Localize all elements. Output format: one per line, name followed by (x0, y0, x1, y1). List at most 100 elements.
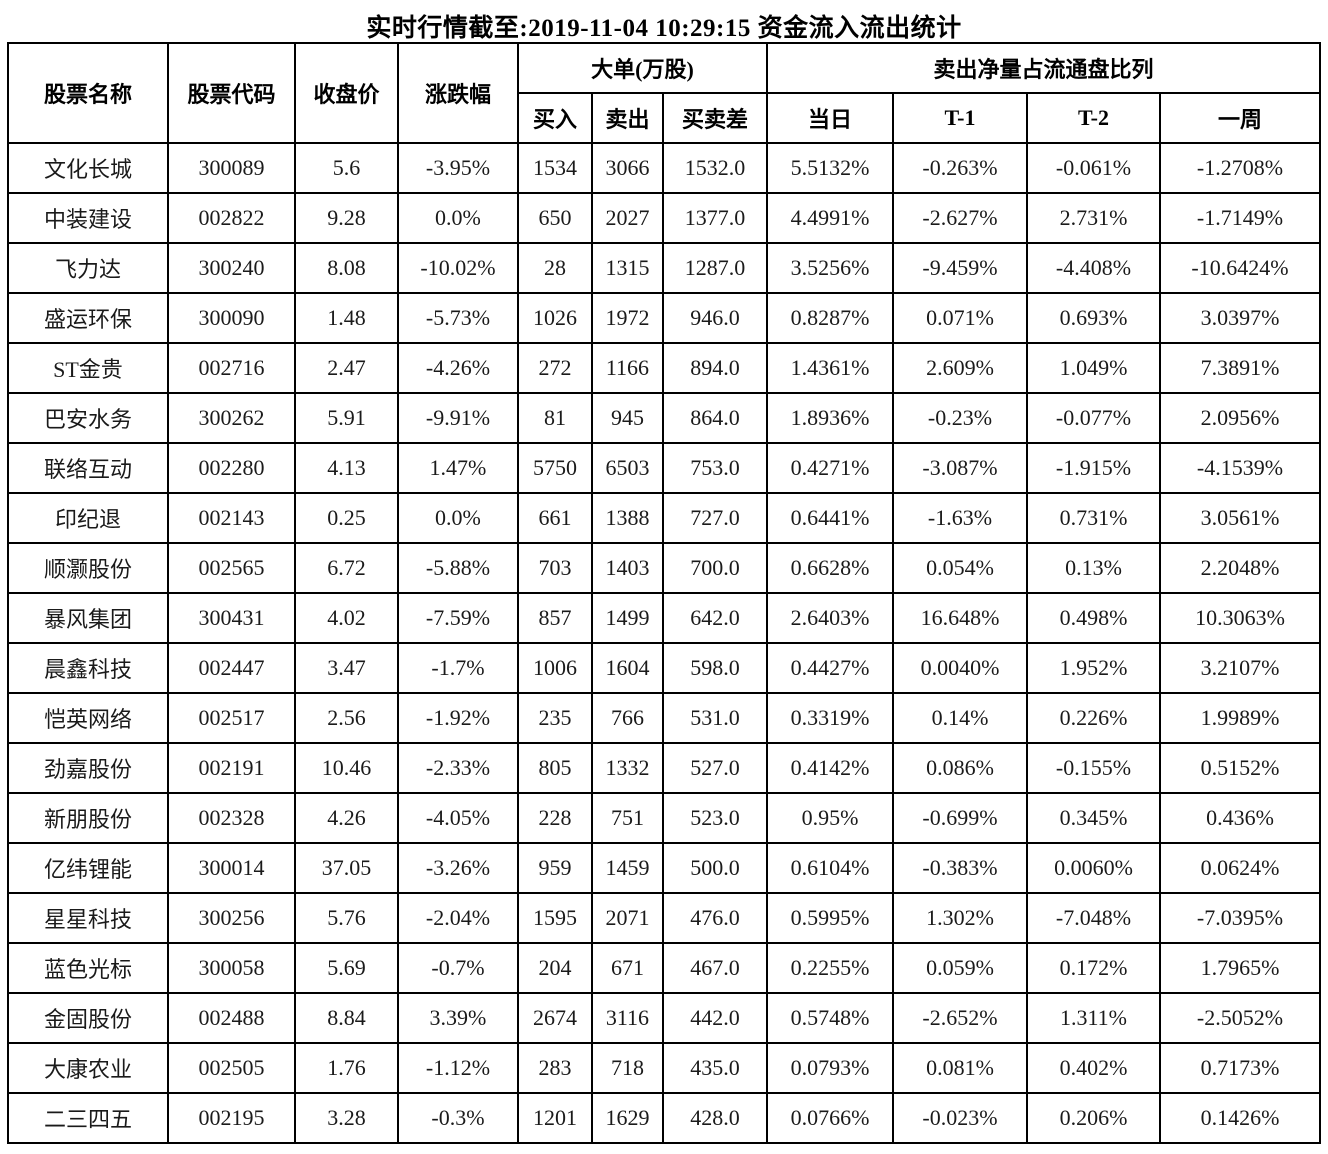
net-sell-week-cell: -7.0395% (1158, 892, 1322, 944)
stock-code-cell: 300090 (166, 292, 296, 344)
stock-name-cell: 二三四五 (6, 1092, 169, 1144)
buy-sell-diff-cell: 500.0 (661, 842, 769, 894)
change-percent-cell: -0.7% (396, 942, 519, 994)
close-price-cell: 0.25 (293, 492, 399, 544)
net-sell-t1-cell: -3.087% (892, 442, 1028, 494)
table-row: 星星科技 300256 5.76 -2.04% 1595 2071 476.0 0.5995%… (6, 892, 1322, 944)
table-row: 飞力达 300240 8.08 -10.02% 28 1315 1287.0 3.5256% -… (6, 242, 1322, 294)
net-sell-t2-cell: -1.915% (1026, 442, 1161, 494)
stock-code-cell: 002191 (166, 742, 296, 794)
close-price-cell: 3.28 (293, 1092, 399, 1144)
net-sell-t1-cell: 0.14% (892, 692, 1028, 744)
big-order-buy-cell: 1006 (516, 642, 593, 694)
header-group-net-sell: 卖出净量占流通盘比列 (765, 42, 1322, 94)
header-week: 一周 (1158, 92, 1322, 144)
change-percent-cell: -0.3% (396, 1092, 519, 1144)
change-percent-cell: -1.12% (396, 1042, 519, 1094)
buy-sell-diff-cell: 1532.0 (661, 142, 769, 194)
change-percent-cell: -2.04% (396, 892, 519, 944)
table-row: 蓝色光标 300058 5.69 -0.7% 204 671 467.0 0.2255% 0.0… (6, 942, 1322, 994)
net-sell-t2-cell: 2.731% (1026, 192, 1161, 244)
table-row: 晨鑫科技 002447 3.47 -1.7% 1006 1604 598.0 0.4427% 0… (6, 642, 1322, 694)
big-order-buy-cell: 235 (516, 692, 593, 744)
net-sell-day-cell: 0.4271% (766, 442, 894, 494)
net-sell-week-cell: -1.2708% (1158, 142, 1322, 194)
header-change-percent: 涨跌幅 (396, 42, 519, 144)
close-price-cell: 1.76 (293, 1042, 399, 1094)
change-percent-cell: 1.47% (396, 442, 519, 494)
net-sell-t2-cell: 0.13% (1026, 542, 1161, 594)
buy-sell-diff-cell: 442.0 (661, 992, 769, 1044)
header-group-big-order: 大单(万股) (516, 42, 769, 94)
stock-code-cell: 300431 (166, 592, 296, 644)
big-order-sell-cell: 1332 (590, 742, 664, 794)
net-sell-t1-cell: -0.263% (892, 142, 1028, 194)
stock-table: 股票名称 股票代码 收盘价 涨跌幅 大单(万股) 卖出净量占流通盘比列 买入 卖… (6, 42, 1322, 1144)
change-percent-cell: -1.92% (396, 692, 519, 744)
buy-sell-diff-cell: 864.0 (661, 392, 769, 444)
buy-sell-diff-cell: 946.0 (661, 292, 769, 344)
net-sell-day-cell: 0.0766% (766, 1092, 894, 1144)
stock-code-cell: 300262 (166, 392, 296, 444)
net-sell-day-cell: 0.3319% (766, 692, 894, 744)
big-order-buy-cell: 204 (516, 942, 593, 994)
net-sell-t2-cell: -4.408% (1026, 242, 1161, 294)
big-order-sell-cell: 1403 (590, 542, 664, 594)
change-percent-cell: -2.33% (396, 742, 519, 794)
net-sell-t2-cell: 0.0060% (1026, 842, 1161, 894)
close-price-cell: 5.91 (293, 392, 399, 444)
net-sell-t1-cell: -2.652% (892, 992, 1028, 1044)
stock-name-cell: 大康农业 (6, 1042, 169, 1094)
net-sell-day-cell: 0.8287% (766, 292, 894, 344)
change-percent-cell: -5.73% (396, 292, 519, 344)
net-sell-week-cell: 0.1426% (1158, 1092, 1322, 1144)
net-sell-t1-cell: 16.648% (892, 592, 1028, 644)
big-order-sell-cell: 2027 (590, 192, 664, 244)
big-order-sell-cell: 1604 (590, 642, 664, 694)
stock-name-cell: 蓝色光标 (6, 942, 169, 994)
net-sell-t2-cell: 1.049% (1026, 342, 1161, 394)
big-order-sell-cell: 3066 (590, 142, 664, 194)
header-row-subcolumns: 买入 卖出 买卖差 当日 T-1 T-2 一周 (8, 92, 1322, 144)
stock-name-cell: 联络互动 (6, 442, 169, 494)
net-sell-t1-cell: -0.699% (892, 792, 1028, 844)
change-percent-cell: -7.59% (396, 592, 519, 644)
big-order-buy-cell: 28 (516, 242, 593, 294)
close-price-cell: 5.69 (293, 942, 399, 994)
table-row: 中装建设 002822 9.28 0.0% 650 2027 1377.0 4.4991% -2… (6, 192, 1322, 244)
table-row: 恺英网络 002517 2.56 -1.92% 235 766 531.0 0.3319% 0.… (6, 692, 1322, 744)
net-sell-t2-cell: 0.206% (1026, 1092, 1161, 1144)
stock-code-cell: 300089 (166, 142, 296, 194)
stock-name-cell: 文化长城 (6, 142, 169, 194)
net-sell-week-cell: 0.0624% (1158, 842, 1322, 894)
stock-name-cell: 中装建设 (6, 192, 169, 244)
stock-code-cell: 002517 (166, 692, 296, 744)
table-row: 印纪退 002143 0.25 0.0% 661 1388 727.0 0.6441% -1.6… (6, 492, 1322, 544)
table-row: 二三四五 002195 3.28 -0.3% 1201 1629 428.0 0.0766% -… (6, 1092, 1322, 1144)
close-price-cell: 37.05 (293, 842, 399, 894)
table-row: 盛运环保 300090 1.48 -5.73% 1026 1972 946.0 0.8287%… (6, 292, 1322, 344)
net-sell-week-cell: 10.3063% (1158, 592, 1322, 644)
header-buy: 买入 (516, 92, 593, 144)
table-body: 文化长城 300089 5.6 -3.95% 1534 3066 1532.0 5.5132%… (6, 142, 1322, 1144)
net-sell-t1-cell: 2.609% (892, 342, 1028, 394)
change-percent-cell: -3.95% (396, 142, 519, 194)
net-sell-t1-cell: -1.63% (892, 492, 1028, 544)
big-order-buy-cell: 2674 (516, 992, 593, 1044)
buy-sell-diff-cell: 467.0 (661, 942, 769, 994)
close-price-cell: 2.56 (293, 692, 399, 744)
header-stock-name: 股票名称 (6, 42, 169, 144)
close-price-cell: 5.76 (293, 892, 399, 944)
big-order-sell-cell: 671 (590, 942, 664, 994)
big-order-sell-cell: 1388 (590, 492, 664, 544)
net-sell-t2-cell: 1.311% (1026, 992, 1161, 1044)
net-sell-t1-cell: 0.0040% (892, 642, 1028, 694)
net-sell-t1-cell: -0.023% (892, 1092, 1028, 1144)
buy-sell-diff-cell: 894.0 (661, 342, 769, 394)
stock-code-cell: 002328 (166, 792, 296, 844)
net-sell-day-cell: 4.4991% (766, 192, 894, 244)
net-sell-t1-cell: -9.459% (892, 242, 1028, 294)
big-order-buy-cell: 1201 (516, 1092, 593, 1144)
stock-name-cell: 巴安水务 (6, 392, 169, 444)
big-order-buy-cell: 805 (516, 742, 593, 794)
